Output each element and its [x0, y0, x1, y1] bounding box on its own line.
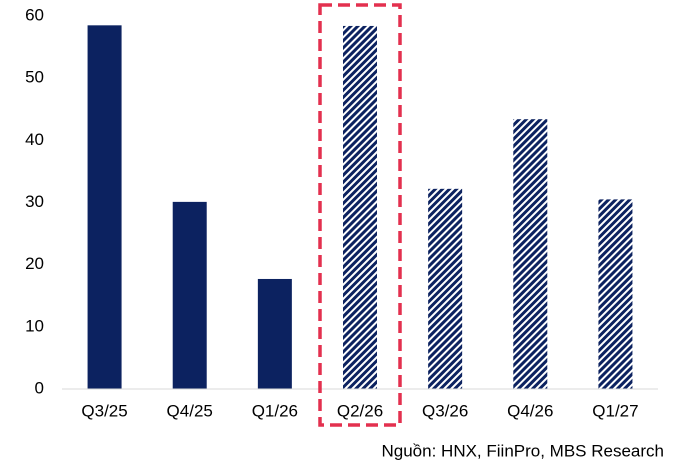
x-tick-label: Q1/27: [592, 401, 638, 420]
x-tick-label: Q3/25: [81, 401, 127, 420]
highlight-box: [318, 3, 402, 427]
bar: [513, 119, 548, 390]
x-tick-label: Q2/26: [337, 401, 383, 420]
y-tick-label: 0: [35, 378, 44, 397]
bar: [598, 199, 633, 389]
y-tick-label: 20: [25, 254, 44, 273]
x-tick-label: Q3/26: [422, 401, 468, 420]
x-tick-label: Q1/26: [252, 401, 298, 420]
y-tick-label: 40: [25, 130, 44, 149]
y-tick-label: 50: [25, 68, 44, 87]
bar: [428, 188, 463, 389]
bar: [87, 25, 122, 389]
y-tick-label: 30: [25, 192, 44, 211]
x-tick-label: Q4/26: [507, 401, 553, 420]
y-tick-label: 60: [25, 5, 44, 24]
x-tick-label: Q4/25: [167, 401, 213, 420]
bar: [343, 25, 377, 390]
y-tick-label: 10: [25, 316, 44, 335]
bar: [257, 278, 292, 389]
source-note: Nguồn: HNX, FiinPro, MBS Research: [382, 441, 665, 460]
bar: [172, 201, 207, 389]
